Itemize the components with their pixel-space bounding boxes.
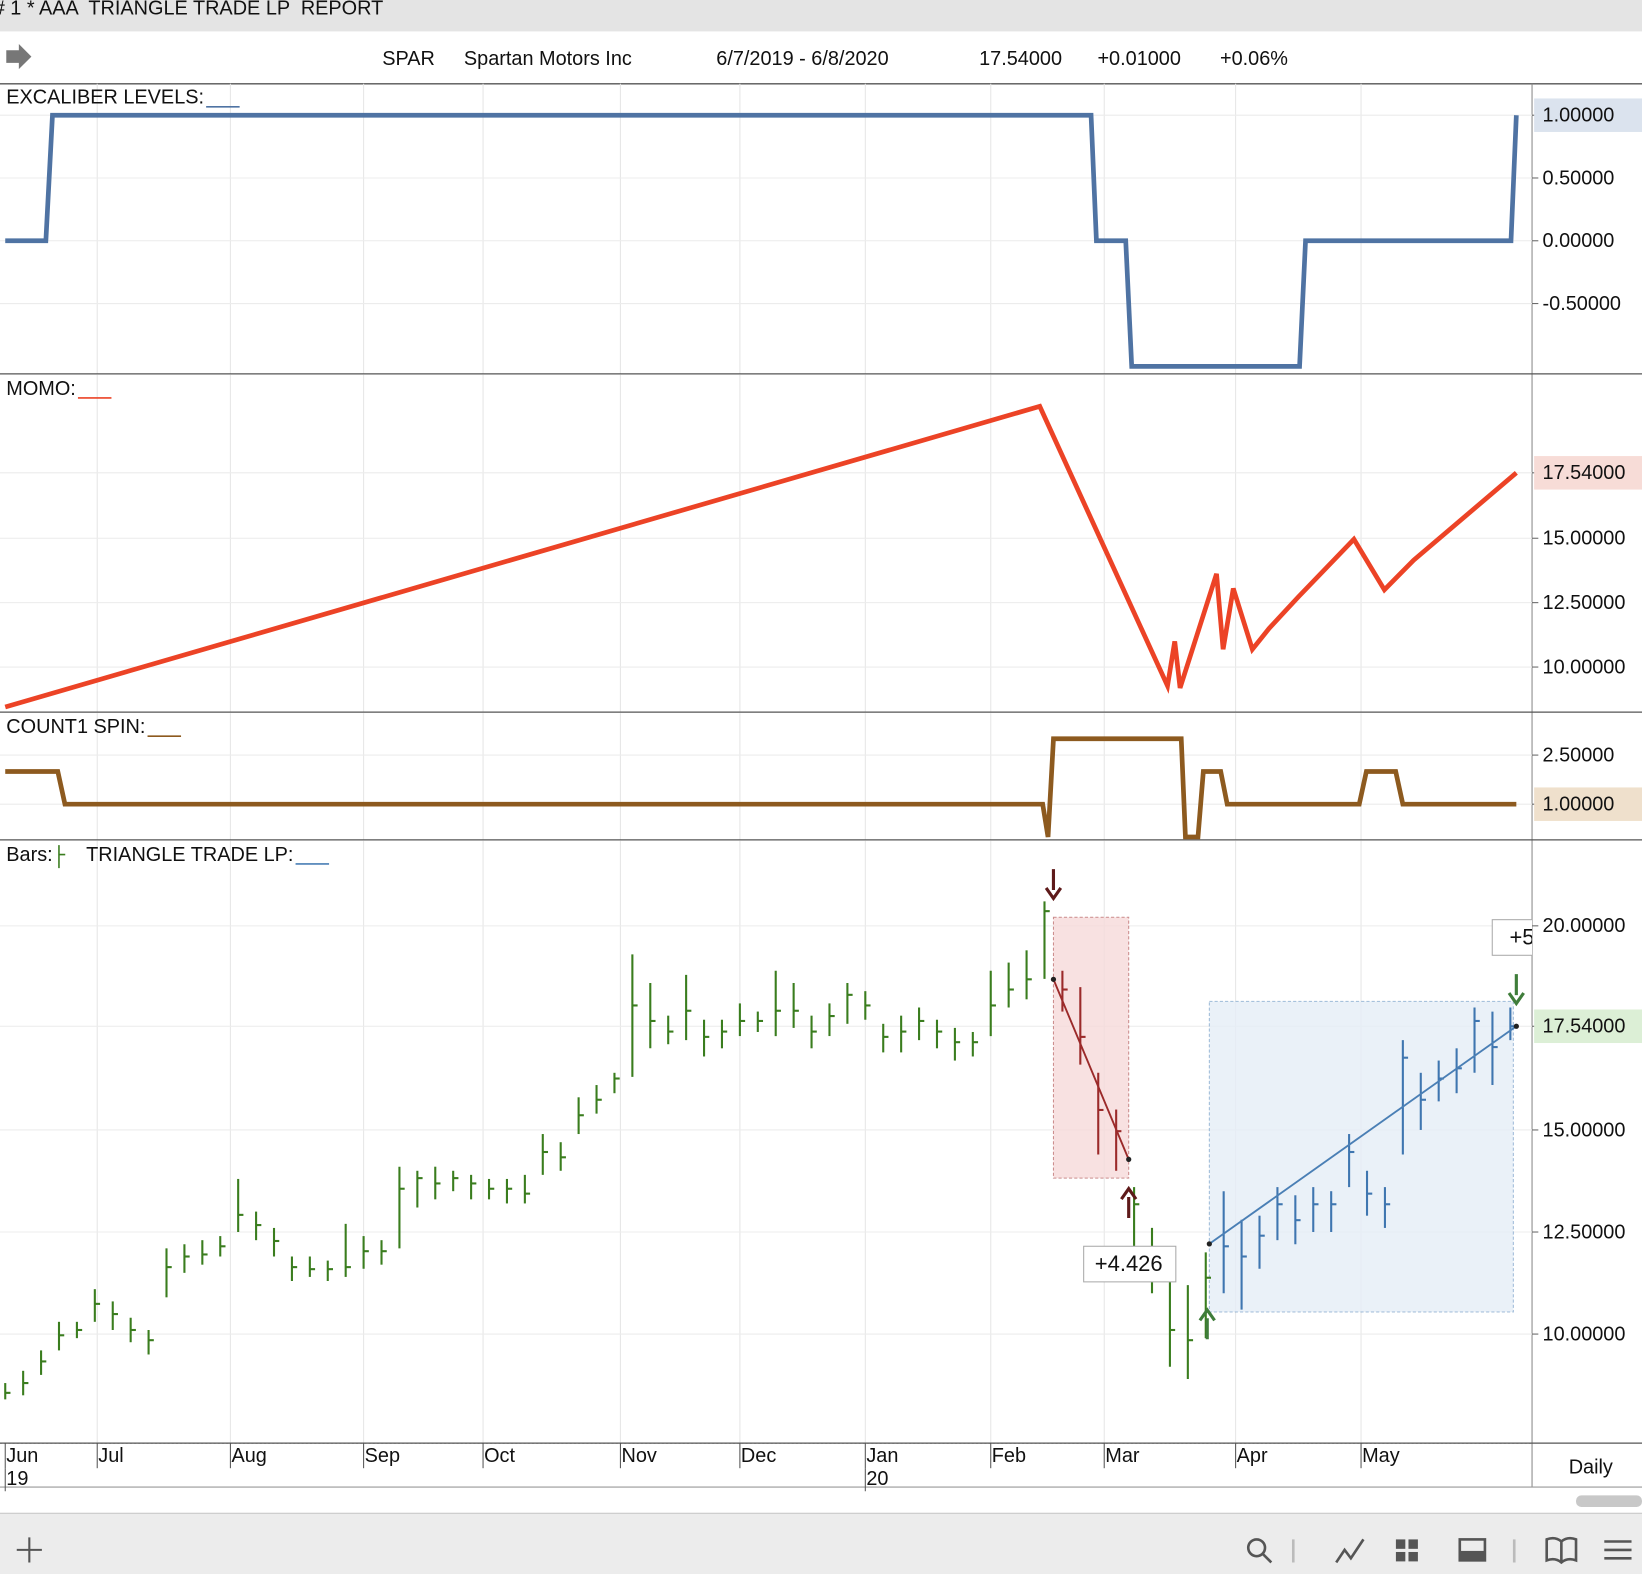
panel: 1.00000 0.50000 0.00000 -0.50000 EXCALIBER L… <box>0 83 1642 375</box>
trade-box <box>1052 916 1130 1179</box>
x-tick-label: Oct <box>484 1445 515 1467</box>
trade-point <box>1513 1023 1519 1029</box>
trade-line <box>1208 1025 1517 1245</box>
entry-arrow <box>1044 869 1063 902</box>
trade-result-box <box>1491 919 1533 956</box>
change: +0.01000 <box>1097 48 1180 70</box>
date-range: 6/7/2019 - 6/8/2020 <box>716 48 888 70</box>
y-tick-label: 10.00000 <box>1543 656 1626 678</box>
year-label: 19 <box>6 1468 28 1490</box>
current-value-box <box>1534 1009 1642 1044</box>
x-tick-label: Feb <box>992 1445 1026 1467</box>
title-bar <box>0 0 1642 32</box>
panel-icon-fill <box>1459 1550 1485 1561</box>
add-button[interactable] <box>16 1537 42 1563</box>
menu-icon[interactable] <box>1604 1540 1632 1560</box>
legend-label: TRIANGLE TRADE LP: <box>86 844 293 866</box>
last-price: 17.54000 <box>979 48 1062 70</box>
panel: 20.00000 17.54000 15.00000 12.50000 10.00000… <box>0 840 1642 1492</box>
trade-result: +4.426 <box>1095 1251 1163 1276</box>
plot-area: +4.426 +5.34 <box>4 869 1565 1400</box>
toolbar <box>0 1513 1642 1574</box>
x-tick-label: Mar <box>1105 1445 1140 1467</box>
y-tick-label: 17.54000 <box>1543 462 1626 484</box>
trade-result: +5.34 <box>1509 924 1565 949</box>
grid-icon[interactable] <box>1395 1539 1418 1562</box>
series-line <box>5 112 1519 369</box>
change-pct: +0.06% <box>1220 48 1288 70</box>
header-bar <box>0 31 1642 84</box>
exit-arrow <box>1507 974 1525 1007</box>
panel-title: COUNT1 SPIN: <box>6 716 145 738</box>
x-tick-label: Jan <box>866 1445 898 1467</box>
scrollbar[interactable] <box>1576 1495 1642 1507</box>
x-tick-label: Sep <box>365 1445 400 1467</box>
y-tick-label: 15.00000 <box>1543 1119 1626 1141</box>
y-tick-label: 20.00000 <box>1543 915 1626 937</box>
series-line <box>4 403 1518 710</box>
current-value-box <box>1534 98 1642 132</box>
y-tick-label: 0.00000 <box>1543 230 1615 252</box>
x-tick-label: Dec <box>741 1445 776 1467</box>
y-tick-label: 1.00000 <box>1543 793 1615 815</box>
y-tick-label: 0.50000 <box>1543 167 1615 189</box>
trade-point <box>1050 976 1057 982</box>
trade-line <box>1052 979 1130 1160</box>
x-tick-label: Jul <box>98 1445 123 1467</box>
panel-title: EXCALIBER LEVELS: <box>6 87 204 109</box>
x-tick-label: Nov <box>621 1445 656 1467</box>
periodicity: Daily <box>1569 1456 1613 1478</box>
y-tick-label: 17.54000 <box>1543 1016 1626 1038</box>
current-value-box <box>1534 787 1642 821</box>
y-tick-label: 2.50000 <box>1543 744 1615 766</box>
symbol: SPAR <box>382 48 435 70</box>
trade-box <box>1208 1000 1514 1313</box>
y-tick-label: -0.50000 <box>1543 293 1621 315</box>
search-icon[interactable] <box>1246 1538 1273 1564</box>
company: Spartan Motors Inc <box>464 48 632 70</box>
trade-result-box <box>1083 1245 1177 1283</box>
bar-symbol <box>58 845 66 869</box>
book-icon[interactable] <box>1545 1536 1578 1565</box>
x-tick-label: May <box>1362 1445 1400 1467</box>
y-tick-label: 15.00000 <box>1543 528 1626 550</box>
y-tick-label: 10.00000 <box>1543 1323 1626 1345</box>
chart-icon[interactable] <box>1335 1538 1365 1564</box>
entry-arrow <box>1198 1307 1216 1340</box>
panel-title: MOMO: <box>6 378 76 400</box>
current-value-box <box>1534 456 1642 490</box>
trade-point <box>1126 1156 1132 1162</box>
trade-point <box>1206 1241 1212 1247</box>
panel: 2.50000 1.00000 COUNT1 SPIN: <box>0 713 1642 841</box>
panel-title: Bars: <box>6 844 52 866</box>
toolbar-divider <box>1291 1539 1516 1563</box>
panel: 17.54000 15.00000 12.50000 10.00000 MOMO: <box>0 374 1642 713</box>
x-tick-label: Jun <box>6 1445 38 1467</box>
y-tick-label: 12.50000 <box>1543 592 1626 614</box>
y-tick-label: 1.00000 <box>1543 104 1615 126</box>
series-line <box>5 736 1517 840</box>
x-tick-label: Apr <box>1237 1445 1268 1467</box>
y-tick-label: 12.50000 <box>1543 1221 1626 1243</box>
year-label: 20 <box>866 1468 888 1490</box>
x-tick-label: Aug <box>231 1445 266 1467</box>
exit-arrow <box>1120 1185 1138 1218</box>
window-title: # 1 * AAA TRIANGLE TRADE LP REPORT <box>0 0 383 20</box>
